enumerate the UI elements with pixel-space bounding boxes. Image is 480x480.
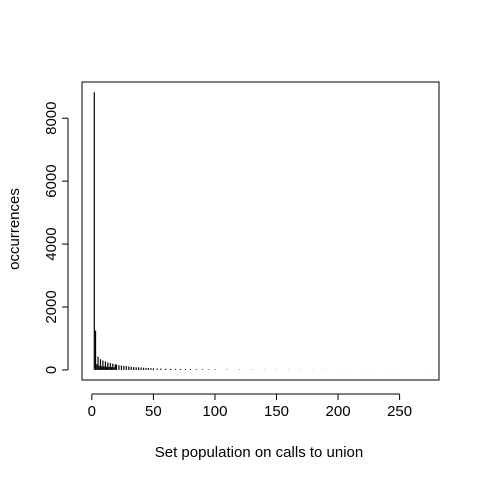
y-tick-label: 8000 (43, 102, 60, 135)
x-tick-label: 50 (145, 403, 162, 420)
x-tick-label: 100 (202, 403, 227, 420)
x-axis: 0 50 100 150 200 250 (88, 393, 412, 420)
y-tick-label: 6000 (43, 164, 60, 197)
y-axis: 0 2000 4000 6000 8000 (43, 102, 69, 374)
x-axis-label: Set population on calls to union (155, 444, 363, 461)
plot-frame (81, 81, 440, 381)
y-axis-label: occurrences (6, 188, 23, 270)
x-tick-label: 0 (88, 403, 96, 420)
x-tick-label: 250 (387, 403, 412, 420)
data-spikes (93, 92, 430, 370)
x-tick-label: 150 (264, 403, 289, 420)
y-tick-label: 2000 (43, 290, 60, 323)
y-tick-label: 0 (43, 366, 60, 374)
y-tick-label: 4000 (43, 227, 60, 260)
x-tick-label: 200 (326, 403, 351, 420)
